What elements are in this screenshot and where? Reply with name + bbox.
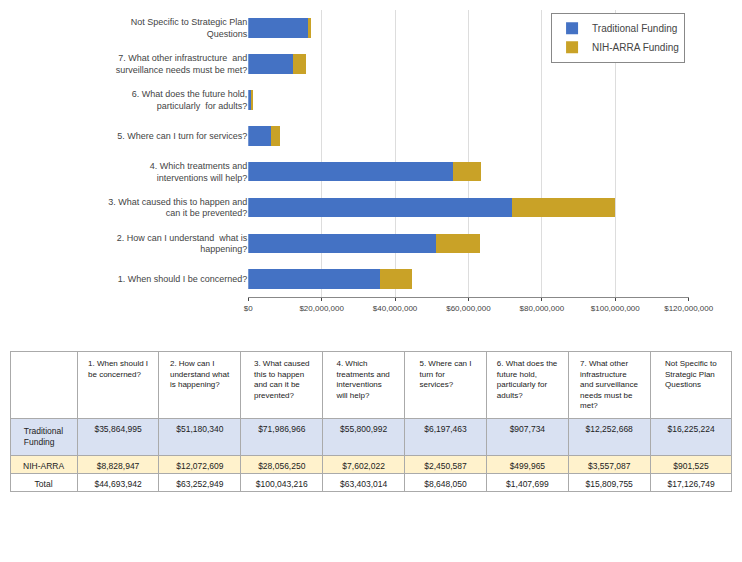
svg-text:$44,693,942: $44,693,942	[94, 479, 142, 489]
svg-text:$100,000,000: $100,000,000	[591, 304, 640, 313]
svg-text:$907,734: $907,734	[510, 424, 546, 434]
svg-text:$2,450,587: $2,450,587	[424, 461, 467, 471]
svg-text:$20,000,000: $20,000,000	[299, 304, 344, 313]
svg-text:$6,197,463: $6,197,463	[424, 424, 467, 434]
svg-text:3. What causedthis to happenan: 3. What causedthis to happenand can it b…	[254, 359, 310, 399]
svg-text:$51,180,340: $51,180,340	[176, 424, 224, 434]
svg-text:6. What does the future hold,: 6. What does the future hold, particular…	[132, 89, 248, 111]
svg-text:$1,407,699: $1,407,699	[506, 479, 549, 489]
svg-text:$80,000,000: $80,000,000	[520, 304, 565, 313]
svg-text:$71,986,966: $71,986,966	[258, 424, 306, 434]
svg-text:$35,864,995: $35,864,995	[94, 424, 142, 434]
svg-text:4. Whichtreatments andinterven: 4. Whichtreatments andinterventionswill …	[335, 359, 389, 399]
svg-text:$63,252,949: $63,252,949	[176, 479, 224, 489]
svg-text:4. Which treatments andinterve: 4. Which treatments andinterventions wil…	[150, 161, 248, 183]
svg-text:$15,809,755: $15,809,755	[586, 479, 634, 489]
svg-text:$28,056,250: $28,056,250	[258, 461, 306, 471]
svg-text:$55,800,992: $55,800,992	[340, 424, 388, 434]
svg-text:1. When should Ibe concerned?: 1. When should Ibe concerned?	[88, 359, 148, 378]
svg-text:$0: $0	[244, 304, 253, 313]
svg-text:$8,648,050: $8,648,050	[424, 479, 467, 489]
svg-text:$499,965: $499,965	[510, 461, 546, 471]
svg-text:Total: Total	[35, 479, 53, 489]
svg-text:TraditionalFunding: TraditionalFunding	[24, 426, 63, 447]
svg-text:$12,252,668: $12,252,668	[586, 424, 634, 434]
svg-text:2. How can I understand what: 2. How can I understand what ishappening…	[117, 233, 248, 255]
svg-text:$7,602,022: $7,602,022	[342, 461, 385, 471]
svg-text:$12,072,609: $12,072,609	[176, 461, 224, 471]
svg-text:$120,000,000: $120,000,000	[664, 304, 713, 313]
svg-text:$3,557,087: $3,557,087	[588, 461, 631, 471]
svg-text:$100,043,216: $100,043,216	[256, 479, 308, 489]
svg-text:2. How can Iunderstand whatis: 2. How can Iunderstand whatis happening?	[170, 359, 230, 389]
svg-text:Not Specific toStrategic PlanQ: Not Specific toStrategic PlanQuestions	[665, 359, 717, 389]
svg-text:$17,126,749: $17,126,749	[667, 479, 715, 489]
svg-text:$60,000,000: $60,000,000	[446, 304, 491, 313]
svg-text:$16,225,224: $16,225,224	[667, 424, 715, 434]
svg-text:3. What caused this to happen: 3. What caused this to happen andcan it …	[108, 197, 247, 219]
svg-text:7. What otherinfrastructureand: 7. What otherinfrastructureand surveilla…	[580, 359, 638, 410]
svg-text:Not Specific to Strategic Plan: Not Specific to Strategic PlanQuestions	[131, 17, 248, 39]
svg-text:$63,403,014: $63,403,014	[340, 479, 388, 489]
svg-text:$901,525: $901,525	[673, 461, 709, 471]
svg-text:Traditional Funding: Traditional Funding	[592, 23, 677, 34]
svg-text:5. Where can I turn for servic: 5. Where can I turn for services?	[117, 131, 247, 141]
svg-text:1. When should I be concerned?: 1. When should I be concerned?	[118, 274, 248, 284]
svg-text:5. Where can Iturn forservices: 5. Where can Iturn forservices?	[419, 359, 471, 389]
svg-text:7. What other infrastructure: 7. What other infrastructure andsurveill…	[116, 53, 248, 75]
svg-text:6. What does thefuture hold,pa: 6. What does thefuture hold,particularly…	[497, 359, 558, 399]
svg-text:$40,000,000: $40,000,000	[373, 304, 418, 313]
svg-text:NIH-ARRA Funding: NIH-ARRA Funding	[592, 42, 679, 53]
svg-text:NIH-ARRA: NIH-ARRA	[23, 461, 64, 471]
svg-text:$8,828,947: $8,828,947	[97, 461, 140, 471]
